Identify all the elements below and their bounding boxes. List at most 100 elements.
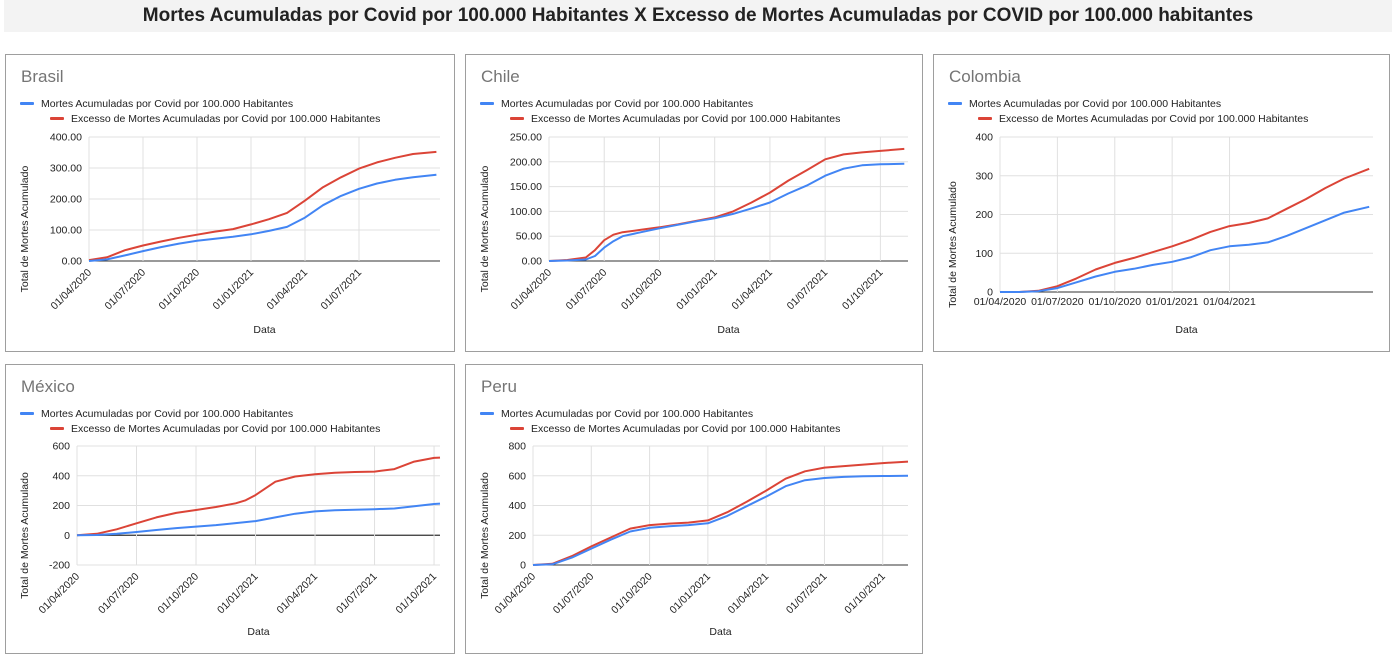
legend-item[interactable]: Excesso de Mortes Acumuladas por Covid p… — [20, 421, 380, 436]
x-tick-label: 01/07/2021 — [784, 571, 830, 617]
x-tick-label: 01/01/2021 — [674, 267, 720, 313]
legend-item[interactable]: Excesso de Mortes Acumuladas por Covid p… — [948, 111, 1308, 126]
x-tick-label: 01/04/2021 — [729, 267, 775, 313]
x-tick-label: 01/04/2020 — [36, 571, 82, 617]
legend-swatch — [978, 117, 992, 120]
y-tick-label: 600 — [52, 441, 70, 453]
y-tick-label: 400 — [52, 470, 70, 482]
x-tick-label: 01/10/2020 — [1088, 296, 1141, 308]
x-tick-label: 01/04/2021 — [1203, 296, 1256, 308]
legend-item[interactable]: Mortes Acumuladas por Covid por 100.000 … — [948, 96, 1308, 111]
legend-swatch — [50, 427, 64, 430]
series-line-covid[interactable] — [548, 162, 905, 262]
y-axis-title: Total de Mortes Acumulado — [19, 472, 31, 599]
y-axis-title: Total de Mortes Acumulado — [947, 181, 959, 308]
x-tick-label: 01/07/2020 — [102, 267, 148, 313]
legend-label: Mortes Acumuladas por Covid por 100.000 … — [501, 407, 754, 420]
chart-legend[interactable]: Mortes Acumuladas por Covid por 100.000 … — [480, 96, 840, 126]
x-tick-label: 01/10/2020 — [156, 267, 202, 313]
x-tick-label: 01/10/2020 — [609, 571, 655, 617]
legend-label: Mortes Acumuladas por Covid por 100.000 … — [41, 97, 294, 110]
legend-item[interactable]: Mortes Acumuladas por Covid por 100.000 … — [480, 406, 840, 421]
chart-title: Chile — [481, 67, 520, 86]
chart-panel: Peru Mortes Acumuladas por Covid por 100.… — [465, 364, 923, 654]
chart-legend[interactable]: Mortes Acumuladas por Covid por 100.000 … — [20, 406, 380, 436]
y-tick-label: 100.00 — [50, 225, 82, 237]
chart-panel: México Mortes Acumuladas por Covid por 10… — [5, 364, 455, 654]
legend-swatch — [20, 412, 34, 415]
legend-swatch — [50, 117, 64, 120]
chart-panel: Colombia Mortes Acumuladas por Covid por … — [933, 54, 1390, 352]
x-tick-label: 01/04/2021 — [275, 571, 321, 617]
legend-item[interactable]: Mortes Acumuladas por Covid por 100.000 … — [480, 96, 840, 111]
y-tick-label: 0 — [520, 560, 526, 572]
y-tick-label: 200 — [508, 530, 526, 542]
x-tick-label: 01/10/2020 — [155, 571, 201, 617]
legend-item[interactable]: Excesso de Mortes Acumuladas por Covid p… — [480, 111, 840, 126]
x-axis-title: Data — [247, 626, 269, 638]
legend-label: Excesso de Mortes Acumuladas por Covid p… — [531, 112, 841, 125]
x-tick-label: 01/10/2021 — [394, 571, 440, 617]
y-tick-label: 200.00 — [510, 156, 542, 168]
series-line-excess[interactable] — [532, 460, 909, 566]
x-tick-label: 01/07/2020 — [1031, 296, 1084, 308]
chart-title: Brasil — [21, 67, 64, 86]
series-line-covid[interactable] — [1000, 205, 1370, 293]
x-tick-label: 01/04/2020 — [508, 267, 554, 313]
x-tick-label: 01/10/2021 — [840, 267, 886, 313]
legend-label: Excesso de Mortes Acumuladas por Covid p… — [999, 112, 1309, 125]
x-tick-label: 01/10/2020 — [619, 267, 665, 313]
x-tick-label: 01/04/2020 — [492, 571, 538, 617]
y-tick-label: 400 — [508, 500, 526, 512]
legend-item[interactable]: Mortes Acumuladas por Covid por 100.000 … — [20, 406, 380, 421]
x-tick-label: 01/04/2020 — [974, 296, 1027, 308]
chart-svg: 0 200 400 600 800 01/04/2020 01/07/2020 01/10/2… — [479, 441, 909, 638]
legend-swatch — [480, 412, 494, 415]
series-line-excess[interactable] — [76, 456, 441, 537]
series-line-covid[interactable] — [88, 173, 437, 262]
series-line-excess[interactable] — [1000, 167, 1370, 293]
x-tick-label: 01/04/2021 — [726, 571, 772, 617]
x-tick-label: 01/07/2021 — [785, 267, 831, 313]
legend-item[interactable]: Excesso de Mortes Acumuladas por Covid p… — [20, 111, 380, 126]
legend-label: Excesso de Mortes Acumuladas por Covid p… — [71, 422, 381, 435]
chart-legend[interactable]: Mortes Acumuladas por Covid por 100.000 … — [480, 406, 840, 436]
chart-svg: -200 0 200 400 600 01/04/2020 01/07/2020 01/10/… — [19, 441, 441, 638]
legend-label: Mortes Acumuladas por Covid por 100.000 … — [969, 97, 1222, 110]
series-line-covid[interactable] — [532, 474, 909, 566]
legend-item[interactable]: Excesso de Mortes Acumuladas por Covid p… — [480, 421, 840, 436]
chart-title: Colombia — [949, 67, 1021, 86]
series-line-excess[interactable] — [548, 147, 905, 262]
x-tick-label: 01/04/2020 — [48, 267, 94, 313]
y-tick-label: 0.00 — [62, 256, 83, 268]
legend-swatch — [510, 117, 524, 120]
chart-svg: 0 100 200 300 400 01/04/2020 01/07/2020 01/10/2… — [947, 132, 1373, 336]
y-tick-label: 250.00 — [510, 132, 542, 144]
series-line-excess[interactable] — [88, 150, 437, 262]
page-title: Mortes Acumuladas por Covid por 100.000 … — [142, 5, 1254, 26]
x-axis-title: Data — [709, 626, 731, 638]
chart-legend[interactable]: Mortes Acumuladas por Covid por 100.000 … — [20, 96, 380, 126]
y-tick-label: 0 — [64, 530, 70, 542]
y-tick-label: 0.00 — [522, 256, 543, 268]
y-tick-label: 800 — [508, 441, 526, 453]
y-tick-label: 150.00 — [510, 181, 542, 193]
x-tick-label: 01/07/2021 — [334, 571, 380, 617]
x-tick-label: 01/01/2021 — [667, 571, 713, 617]
legend-item[interactable]: Mortes Acumuladas por Covid por 100.000 … — [20, 96, 380, 111]
x-tick-label: 01/10/2021 — [842, 571, 888, 617]
chart-legend[interactable]: Mortes Acumuladas por Covid por 100.000 … — [948, 96, 1308, 126]
chart-panel: Chile Mortes Acumuladas por Covid por 100… — [465, 54, 923, 352]
x-tick-label: 01/07/2020 — [96, 571, 142, 617]
x-tick-label: 01/01/2021 — [210, 267, 256, 313]
y-tick-label: 400 — [975, 132, 993, 144]
series-line-covid[interactable] — [76, 502, 441, 537]
page-header: Mortes Acumuladas por Covid por 100.000 … — [4, 0, 1392, 32]
y-tick-label: 50.00 — [516, 231, 542, 243]
chart-title: Peru — [481, 377, 517, 396]
y-tick-label: 300 — [975, 170, 993, 182]
y-tick-label: 300.00 — [50, 163, 82, 175]
x-tick-label: 01/01/2021 — [215, 571, 261, 617]
x-tick-label: 01/07/2020 — [551, 571, 597, 617]
